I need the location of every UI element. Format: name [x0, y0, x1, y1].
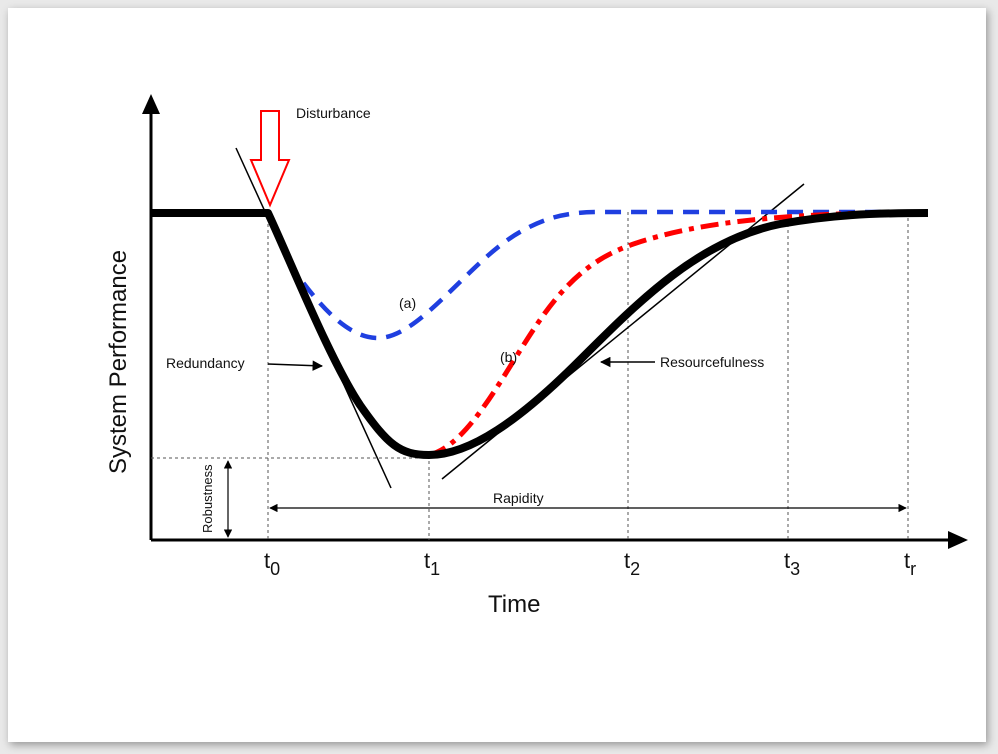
x-axis-title: Time — [488, 591, 540, 618]
x-axis-arrowhead — [948, 531, 968, 549]
curve-b-label: (b) — [500, 349, 517, 365]
tick-label-t1: t1 — [424, 548, 440, 579]
figure-card — [8, 8, 986, 742]
curve-a-label: (a) — [399, 295, 416, 311]
robustness-label: Robustness — [200, 464, 215, 533]
rapidity-label: Rapidity — [493, 490, 544, 506]
redundancy-label: Redundancy — [166, 355, 245, 371]
tick-label-t0: t0 — [264, 548, 280, 579]
redundancy-pointer — [267, 360, 324, 371]
resourcefulness-label: Resourcefulness — [660, 354, 764, 370]
baseline-curve — [151, 209, 929, 459]
tick-label-t2: t2 — [624, 548, 640, 579]
guide-lines — [151, 212, 909, 540]
disturbance-arrow — [249, 110, 291, 208]
curve-a — [286, 209, 928, 341]
y-axis-arrowhead — [142, 94, 160, 114]
tick-label-tr: tr — [904, 548, 916, 579]
y-axis-title: System Performance — [105, 250, 132, 474]
tick-label-t3: t3 — [784, 548, 800, 579]
disturbance-label: Disturbance — [296, 105, 371, 121]
curve-b — [428, 209, 929, 458]
